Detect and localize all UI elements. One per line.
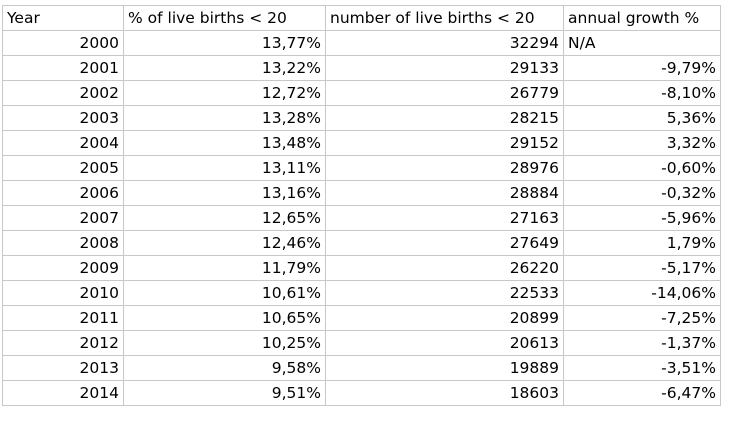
cell-number-live-births[interactable]: 26779: [325, 80, 564, 106]
cell-pct-live-births[interactable]: 9,51%: [123, 380, 326, 406]
cell-annual-growth[interactable]: -7,25%: [563, 305, 721, 331]
cell-pct-live-births[interactable]: 12,46%: [123, 230, 326, 256]
table-body: Year % of live births < 20 number of liv…: [2, 5, 721, 406]
cell-year[interactable]: 2012: [2, 330, 124, 356]
header-pct-live-births[interactable]: % of live births < 20: [123, 5, 326, 31]
cell-year[interactable]: 2001: [2, 55, 124, 81]
table-row: 2005 13,11% 28976 -0,60%: [2, 155, 721, 181]
cell-year[interactable]: 2004: [2, 130, 124, 156]
cell-annual-growth[interactable]: 5,36%: [563, 105, 721, 131]
table-row: 2013 9,58% 19889 -3,51%: [2, 355, 721, 381]
cell-year[interactable]: 2002: [2, 80, 124, 106]
cell-year[interactable]: 2013: [2, 355, 124, 381]
header-number-live-births[interactable]: number of live births < 20: [325, 5, 564, 31]
cell-number-live-births[interactable]: 32294: [325, 30, 564, 56]
cell-annual-growth[interactable]: N/A: [563, 30, 721, 56]
cell-number-live-births[interactable]: 27163: [325, 205, 564, 231]
cell-annual-growth[interactable]: -0,32%: [563, 180, 721, 206]
cell-year[interactable]: 2006: [2, 180, 124, 206]
table-row: 2002 12,72% 26779 -8,10%: [2, 80, 721, 106]
cell-annual-growth[interactable]: -0,60%: [563, 155, 721, 181]
cell-year[interactable]: 2014: [2, 380, 124, 406]
cell-year[interactable]: 2008: [2, 230, 124, 256]
cell-annual-growth[interactable]: -5,17%: [563, 255, 721, 281]
table-row: 2006 13,16% 28884 -0,32%: [2, 180, 721, 206]
cell-year[interactable]: 2010: [2, 280, 124, 306]
cell-annual-growth[interactable]: -14,06%: [563, 280, 721, 306]
header-row: Year % of live births < 20 number of liv…: [2, 5, 721, 31]
cell-pct-live-births[interactable]: 10,65%: [123, 305, 326, 331]
cell-pct-live-births[interactable]: 13,28%: [123, 105, 326, 131]
cell-pct-live-births[interactable]: 10,25%: [123, 330, 326, 356]
table-row: 2008 12,46% 27649 1,79%: [2, 230, 721, 256]
cell-number-live-births[interactable]: 27649: [325, 230, 564, 256]
table-row: 2003 13,28% 28215 5,36%: [2, 105, 721, 131]
cell-annual-growth[interactable]: 1,79%: [563, 230, 721, 256]
table-row: 2014 9,51% 18603 -6,47%: [2, 380, 721, 406]
table-row: 2004 13,48% 29152 3,32%: [2, 130, 721, 156]
table-row: 2007 12,65% 27163 -5,96%: [2, 205, 721, 231]
cell-year[interactable]: 2011: [2, 305, 124, 331]
table-row: 2009 11,79% 26220 -5,17%: [2, 255, 721, 281]
cell-annual-growth[interactable]: -6,47%: [563, 380, 721, 406]
cell-pct-live-births[interactable]: 13,11%: [123, 155, 326, 181]
cell-year[interactable]: 2005: [2, 155, 124, 181]
table-row: 2010 10,61% 22533 -14,06%: [2, 280, 721, 306]
header-year[interactable]: Year: [2, 5, 124, 31]
cell-number-live-births[interactable]: 28976: [325, 155, 564, 181]
cell-pct-live-births[interactable]: 12,72%: [123, 80, 326, 106]
data-table: Year % of live births < 20 number of liv…: [2, 5, 721, 406]
table-row: 2011 10,65% 20899 -7,25%: [2, 305, 721, 331]
cell-year[interactable]: 2009: [2, 255, 124, 281]
cell-number-live-births[interactable]: 28884: [325, 180, 564, 206]
table-row: 2000 13,77% 32294 N/A: [2, 30, 721, 56]
cell-annual-growth[interactable]: -3,51%: [563, 355, 721, 381]
cell-year[interactable]: 2007: [2, 205, 124, 231]
cell-annual-growth[interactable]: -5,96%: [563, 205, 721, 231]
cell-pct-live-births[interactable]: 9,58%: [123, 355, 326, 381]
cell-number-live-births[interactable]: 22533: [325, 280, 564, 306]
cell-annual-growth[interactable]: 3,32%: [563, 130, 721, 156]
cell-pct-live-births[interactable]: 13,77%: [123, 30, 326, 56]
cell-year[interactable]: 2003: [2, 105, 124, 131]
cell-year[interactable]: 2000: [2, 30, 124, 56]
cell-annual-growth[interactable]: -9,79%: [563, 55, 721, 81]
cell-number-live-births[interactable]: 18603: [325, 380, 564, 406]
cell-pct-live-births[interactable]: 12,65%: [123, 205, 326, 231]
cell-annual-growth[interactable]: -8,10%: [563, 80, 721, 106]
cell-number-live-births[interactable]: 29133: [325, 55, 564, 81]
cell-number-live-births[interactable]: 20613: [325, 330, 564, 356]
cell-number-live-births[interactable]: 26220: [325, 255, 564, 281]
cell-number-live-births[interactable]: 20899: [325, 305, 564, 331]
cell-pct-live-births[interactable]: 13,16%: [123, 180, 326, 206]
cell-number-live-births[interactable]: 19889: [325, 355, 564, 381]
cell-pct-live-births[interactable]: 11,79%: [123, 255, 326, 281]
cell-pct-live-births[interactable]: 13,48%: [123, 130, 326, 156]
cell-pct-live-births[interactable]: 13,22%: [123, 55, 326, 81]
cell-number-live-births[interactable]: 29152: [325, 130, 564, 156]
cell-number-live-births[interactable]: 28215: [325, 105, 564, 131]
table-row: 2012 10,25% 20613 -1,37%: [2, 330, 721, 356]
cell-annual-growth[interactable]: -1,37%: [563, 330, 721, 356]
cell-pct-live-births[interactable]: 10,61%: [123, 280, 326, 306]
table-row: 2001 13,22% 29133 -9,79%: [2, 55, 721, 81]
header-annual-growth[interactable]: annual growth %: [563, 5, 721, 31]
